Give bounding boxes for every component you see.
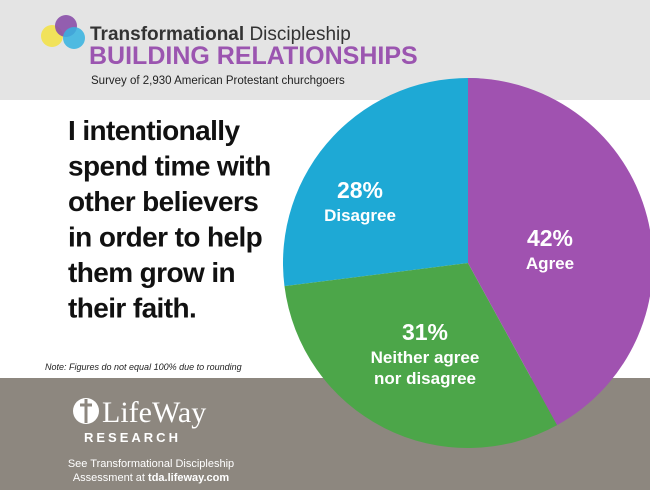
brand-bold: Transformational <box>90 24 244 45</box>
category-label: Neither agree nor disagree <box>370 348 480 388</box>
chart-subtitle: Survey of 2,930 American Protestant chur… <box>91 75 345 87</box>
chart-title: BUILDING RELATIONSHIPS <box>89 42 418 70</box>
logo-dot <box>63 27 85 49</box>
logo-text: LifeWay <box>102 396 206 429</box>
brand-rest: Discipleship <box>249 24 350 45</box>
question-line: in order to help <box>68 222 262 253</box>
value-label: 31% <box>401 319 449 345</box>
category-label: Disagree <box>324 206 396 225</box>
pie <box>283 77 650 449</box>
question-line: them grow in <box>68 257 235 288</box>
logo-sub: RESEARCH <box>84 430 181 445</box>
pie-slice <box>284 263 558 449</box>
question-line: their faith. <box>68 293 196 324</box>
slice-label: 31% Neither agree nor disagree <box>355 319 495 389</box>
note: Note: Figures do not equal 100% due to r… <box>45 362 242 372</box>
pie-slice <box>468 78 650 426</box>
footer-text: Assessment at <box>73 472 145 484</box>
question: I intentionally spend time with other beli… <box>68 115 271 324</box>
slice-label: 42% Agree <box>490 225 610 274</box>
value-label: 42% <box>526 225 574 251</box>
question-line: I intentionally <box>68 115 240 146</box>
slice-label: 28% Disagree <box>300 177 420 226</box>
footer-line: Assessment at tda.lifeway.com <box>73 472 230 484</box>
brand: Transformational Discipleship <box>90 24 351 45</box>
question-line: spend time with <box>68 151 271 182</box>
footer-link: tda.lifeway.com <box>148 472 229 484</box>
value-label: 28% <box>336 177 384 203</box>
header-band <box>0 0 650 100</box>
footer-line: See Transformational Discipleship <box>68 458 234 470</box>
pie-slice <box>283 77 480 287</box>
category-label: Agree <box>525 254 575 273</box>
logo-cross <box>80 399 92 423</box>
question-line: other believers <box>68 186 258 217</box>
